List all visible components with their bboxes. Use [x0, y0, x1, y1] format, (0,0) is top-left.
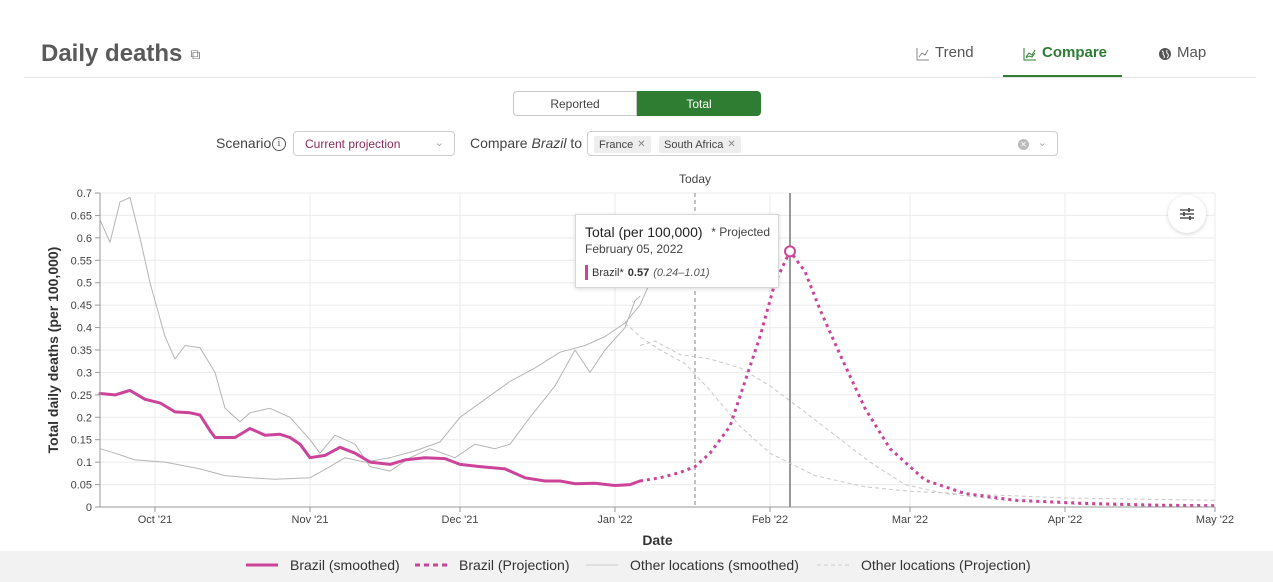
y-tick-label: 0.35 — [71, 345, 92, 357]
x-tick-label: Nov '21 — [292, 514, 329, 526]
tooltip-range: (0.24–1.01) — [653, 266, 710, 279]
legend-label: Brazil (Projection) — [459, 557, 570, 573]
legend-item-other-projection[interactable]: Other locations (Projection) — [817, 557, 1031, 573]
active-tab-indicator — [1003, 75, 1122, 77]
chip-south-africa-label: South Africa — [664, 138, 724, 151]
legend-swatch-dotted-thick — [415, 563, 447, 567]
tab-trend-label: Trend — [935, 44, 974, 61]
y-tick-label: 0.7 — [77, 188, 92, 200]
tooltip-value: 0.57 — [627, 266, 650, 279]
tooltip-date: February 05, 2022 — [585, 242, 684, 256]
compare-label-suffix: to — [570, 135, 583, 151]
compare-chart-icon — [1023, 48, 1036, 61]
scenario-label: Scenario — [216, 135, 272, 151]
tooltip-swatch — [585, 265, 588, 280]
series-line-france-smoothed[interactable] — [99, 259, 661, 480]
tab-compare[interactable]: Compare — [1023, 44, 1107, 76]
y-tick-label: 0.4 — [77, 323, 92, 335]
y-tick-label: 0.5 — [77, 278, 92, 290]
x-axis-title: Date — [642, 532, 673, 548]
legend-swatch-dashed-thin — [817, 564, 849, 566]
x-tick-label: Apr '22 — [1048, 514, 1083, 526]
chevron-down-icon: ⌄ — [1037, 137, 1047, 149]
legend-swatch-solid-thick — [246, 563, 278, 567]
line-chart-icon — [916, 48, 929, 61]
y-tick-label: 0 — [86, 502, 92, 514]
legend-item-brazil-smoothed[interactable]: Brazil (smoothed) — [246, 557, 400, 573]
chart-tooltip: Total (per 100,000) * Projected February… — [575, 214, 779, 288]
legend-item-other-smoothed[interactable]: Other locations (smoothed) — [586, 557, 799, 573]
tooltip-series: Brazil* — [592, 266, 624, 279]
external-link-icon[interactable]: ⧉ — [190, 45, 201, 62]
compare-label: Compare Brazil to — [470, 135, 582, 151]
y-tick-label: 0.45 — [71, 300, 92, 312]
chip-france-label: France — [599, 138, 634, 151]
today-label: Today — [679, 172, 711, 186]
x-tick-label: Jan '22 — [597, 514, 632, 526]
tab-map[interactable]: Map — [1158, 44, 1206, 76]
y-tick-label: 0.1 — [77, 457, 92, 469]
series-line-brazil-projection[interactable] — [639, 249, 1216, 508]
x-tick-label: Dec '21 — [442, 514, 479, 526]
view-tabs: Trend Compare Map — [880, 44, 1255, 78]
tab-map-label: Map — [1177, 44, 1207, 61]
hover-point — [784, 245, 796, 258]
x-tick-label: May '22 — [1196, 514, 1234, 526]
chart-series — [98, 197, 1216, 508]
chart-axes: 0 0.05 0.1 0.15 0.2 0.25 0.3 0.35 0.4 0.45 0.5 0.55… — [71, 188, 1235, 526]
x-tick-label: Mar '22 — [892, 514, 928, 526]
legend-item-brazil-projection[interactable]: Brazil (Projection) — [415, 557, 569, 573]
chart-settings-button[interactable] — [1168, 195, 1206, 233]
page-title: Daily deaths ⧉ — [41, 40, 200, 68]
series-line-france-projection[interactable] — [624, 322, 1216, 501]
compare-locations-select[interactable]: France ✕ South Africa ✕ ✕ ⌄ — [587, 131, 1058, 156]
y-tick-label: 0.05 — [71, 480, 92, 492]
y-tick-label: 0.25 — [71, 390, 92, 402]
legend-swatch-solid-thin — [586, 564, 618, 566]
tooltip-projected-note: * Projected — [711, 225, 770, 239]
chip-south-africa: South Africa ✕ — [659, 136, 741, 153]
y-tick-label: 0.6 — [77, 233, 92, 245]
header-divider — [24, 77, 1256, 78]
page-title-text: Daily deaths — [41, 40, 183, 67]
y-tick-label: 0.55 — [71, 255, 92, 267]
tooltip-title: Total (per 100,000) — [585, 224, 703, 240]
series-line-brazil-smoothed[interactable] — [98, 388, 642, 487]
tab-trend[interactable]: Trend — [916, 44, 974, 76]
legend-bar — [0, 551, 1273, 582]
y-tick-label: 0.15 — [71, 435, 92, 447]
compare-label-prefix: Compare — [470, 135, 528, 151]
remove-south-africa-icon[interactable]: ✕ — [727, 139, 736, 150]
y-tick-label: 0.2 — [77, 412, 92, 424]
legend-label: Brazil (smoothed) — [290, 557, 400, 573]
info-icon[interactable]: i — [272, 137, 286, 151]
compare-label-country: Brazil — [531, 135, 567, 151]
scenario-select-value: Current projection — [305, 137, 401, 151]
scenario-select[interactable]: Current projection ⌄ — [293, 131, 455, 156]
toggle-reported[interactable]: Reported — [513, 91, 637, 116]
sliders-icon — [1180, 208, 1194, 220]
series-line-south-africa-smoothed[interactable] — [99, 197, 641, 472]
chevron-down-icon: ⌄ — [434, 137, 444, 149]
tab-compare-label: Compare — [1042, 44, 1108, 61]
clear-all-icon[interactable]: ✕ — [1018, 139, 1029, 150]
y-tick-label: 0.65 — [71, 210, 92, 222]
y-tick-label: 0.3 — [77, 367, 92, 379]
remove-france-icon[interactable]: ✕ — [637, 139, 646, 150]
legend-label: Other locations (smoothed) — [630, 557, 799, 573]
globe-icon — [1159, 48, 1171, 60]
x-tick-label: Feb '22 — [752, 514, 788, 526]
chip-france: France ✕ — [594, 136, 651, 153]
y-axis-title: Total daily deaths (per 100,000) — [45, 247, 61, 454]
legend-label: Other locations (Projection) — [861, 557, 1031, 573]
toggle-total[interactable]: Total — [637, 91, 761, 116]
x-tick-label: Oct '21 — [138, 514, 173, 526]
tooltip-row: Brazil* 0.57 (0.24–1.01) — [585, 265, 709, 280]
metric-toggle: Reported Total — [513, 91, 761, 116]
chart[interactable]: 0 0.05 0.1 0.15 0.2 0.25 0.3 0.35 0.4 0.45 0.5 0.55… — [0, 0, 1273, 551]
